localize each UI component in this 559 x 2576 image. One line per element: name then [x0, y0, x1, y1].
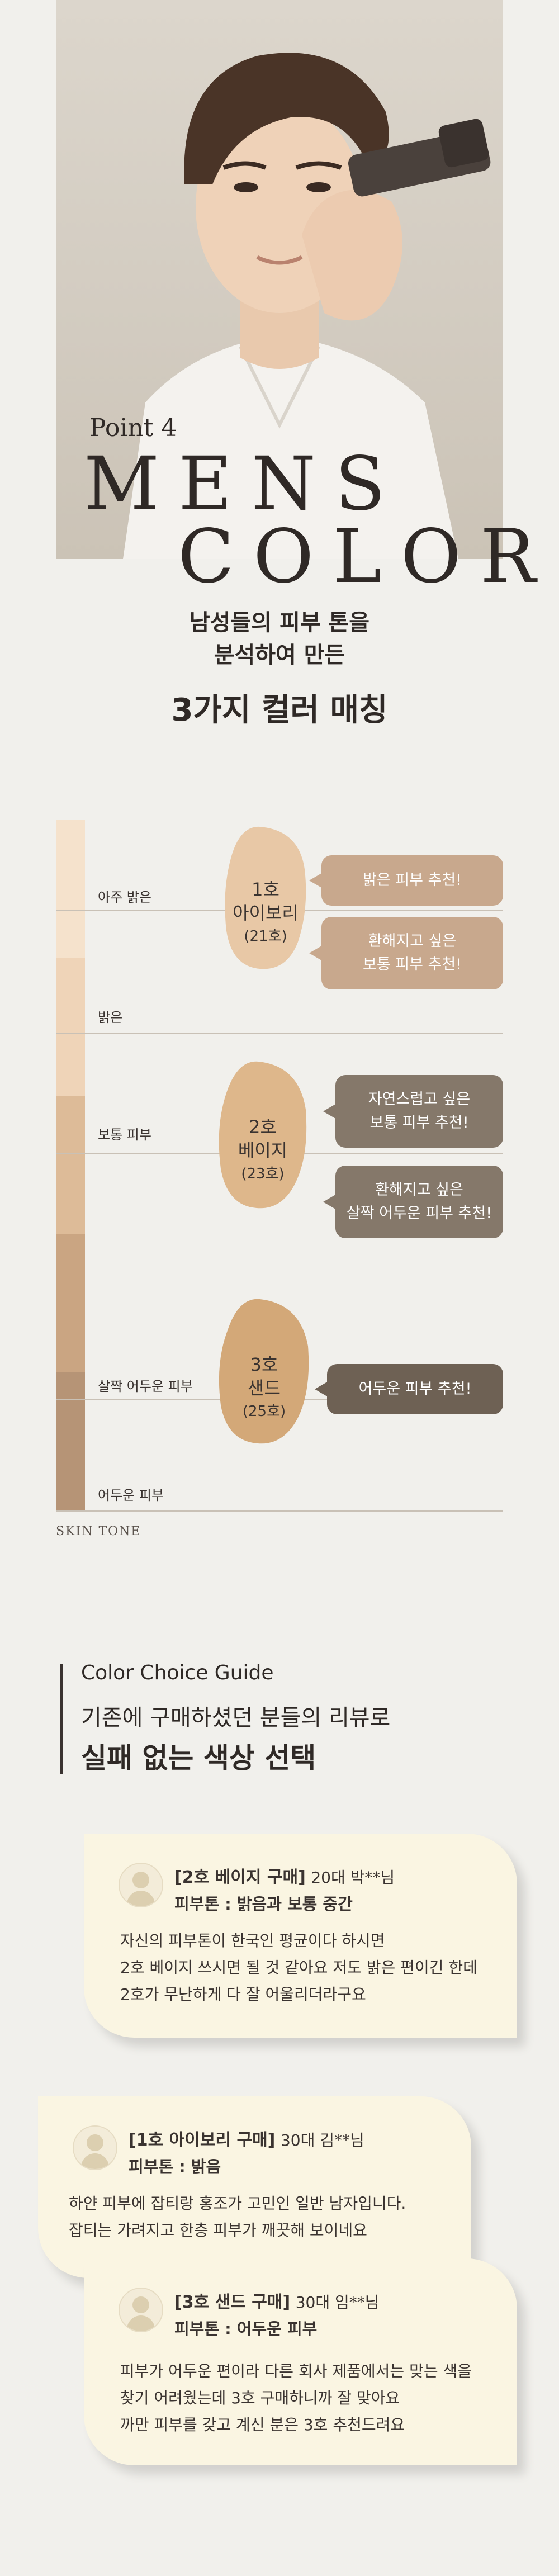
divider: [56, 1510, 503, 1512]
hero-subtitle: 남성들의 피부 톤을 분석하여 만든: [0, 607, 559, 671]
avatar: [119, 1863, 163, 1907]
shade-label-2: 2호 베이지 (23호): [215, 1115, 310, 1186]
review-skin-tone: 피부톤 : 밝음: [129, 2157, 221, 2176]
review-skin-tone: 피부톤 : 밝음과 보통 중간: [174, 1895, 353, 1914]
shade-code: (25호): [242, 1403, 286, 1420]
review-header: [1호 아이보리 구매] 30대 김**님: [129, 2126, 364, 2151]
avatar: [73, 2125, 117, 2170]
shade-name: 아이보리: [233, 902, 299, 924]
shade-label-1: 1호 아이보리 (21호): [221, 878, 310, 948]
review-header: [2호 베이지 구매] 20대 박**님: [174, 1863, 395, 1888]
review-author: 20대 박**님: [311, 1868, 395, 1887]
model-photo: [56, 0, 503, 559]
shade-code: (21호): [244, 928, 287, 945]
review-text-line: 잡티는 가려지고 한층 피부가 깨끗해 보이네요: [69, 2221, 367, 2239]
hero-headline: 3가지 컬러 매칭: [171, 692, 388, 728]
divider: [56, 1033, 503, 1034]
review-text-line: 찾기 어려웠는데 3호 구매하니까 잘 맞아요: [120, 2389, 400, 2407]
review-card: [1호 아이보리 구매] 30대 김**님 피부톤 : 밝음 하얀 피부에 잡티…: [38, 2096, 471, 2278]
skin-tone-scale: [56, 820, 85, 1510]
review-product: [3호 샌드 구매]: [174, 2293, 291, 2312]
subtitle-line: 분석하여 만든: [214, 642, 345, 668]
tone-label: 보통 피부: [98, 1127, 151, 1143]
tone-segment: [56, 958, 85, 1096]
recommendation-bubble: 어두운 피부 추천!: [315, 1364, 503, 1414]
review-product: [2호 베이지 구매]: [174, 1868, 306, 1887]
recommendation-text: 어두운 피부 추천!: [358, 1380, 472, 1398]
hero-title-line1: MENS: [84, 441, 405, 527]
shade-swatch-1: [225, 826, 306, 969]
subtitle-line: 남성들의 피부 톤을: [189, 610, 370, 636]
recommendation-bubble: 환해지고 싶은 살짝 어두운 피부 추천!: [323, 1166, 503, 1238]
skin-tone-caption: SKIN TONE: [56, 1524, 141, 1538]
shade-number: 2호: [249, 1116, 277, 1138]
tone-label: 살짝 어두운 피부: [98, 1379, 193, 1394]
shade-swatch-2: [219, 1061, 307, 1209]
shade-number: 3호: [250, 1354, 278, 1375]
review-skin-tone: 피부톤 : 어두운 피부: [174, 2319, 318, 2338]
review-text-line: 2호가 무난하게 다 잘 어울리더라구요: [120, 1985, 366, 2004]
guide-headline: 실패 없는 색상 선택: [81, 1742, 316, 1774]
recommendation-bubble: 자연스럽고 싶은 보통 피부 추천!: [323, 1075, 503, 1148]
tone-label: 아주 밝은: [98, 889, 151, 905]
shade-swatch-3: [219, 1299, 309, 1444]
guide-subtitle: 기존에 구매하셨던 분들의 리뷰로: [81, 1705, 391, 1731]
avatar: [119, 2288, 163, 2332]
recommendation-text: 환해지고 싶은 살짝 어두운 피부 추천!: [346, 1181, 492, 1222]
hero-title-line2: COLOR: [178, 514, 555, 600]
review-card: [3호 샌드 구매] 30대 임**님 피부톤 : 어두운 피부 피부가 어두운…: [84, 2258, 517, 2465]
guide-title: Color Choice Guide: [81, 1661, 274, 1684]
point-label: Point 4: [89, 414, 177, 442]
review-card: [2호 베이지 구매] 20대 박**님 피부톤 : 밝음과 보통 중간 자신의…: [84, 1834, 517, 2038]
review-text-line: 하얀 피부에 잡티랑 홍조가 고민인 일반 남자입니다.: [69, 2194, 406, 2213]
review-author: 30대 임**님: [295, 2293, 380, 2312]
shade-name: 샌드: [248, 1377, 281, 1399]
review-header: [3호 샌드 구매] 30대 임**님: [174, 2288, 380, 2313]
tone-segment: [56, 820, 85, 958]
tone-segment: [56, 1234, 85, 1372]
tone-segment: [56, 1372, 85, 1510]
tone-label: 어두운 피부: [98, 1488, 164, 1503]
recommendation-bubble: 밝은 피부 추천!: [309, 855, 503, 906]
recommendation-text: 자연스럽고 싶은 보통 피부 추천!: [368, 1091, 471, 1131]
guide-accent-rule: [60, 1664, 63, 1774]
review-text-line: 자신의 피부톤이 한국인 평균이다 하시면: [120, 1931, 385, 1950]
shade-number: 1호: [252, 879, 280, 900]
shade-code: (23호): [241, 1166, 285, 1182]
shade-name: 베이지: [238, 1140, 288, 1161]
recommendation-bubble: 환해지고 싶은 보통 피부 추천!: [309, 917, 503, 989]
tone-segment: [56, 1096, 85, 1234]
review-text-line: 2호 베이지 쓰시면 될 것 같아요 저도 밝은 편이긴 한데: [120, 1958, 477, 1977]
shade-label-3: 3호 샌드 (25호): [215, 1353, 313, 1423]
review-author: 30대 김**님: [280, 2131, 364, 2149]
review-text-line: 까만 피부를 갖고 계신 분은 3호 추천드려요: [120, 2416, 405, 2434]
review-product: [1호 아이보리 구매]: [129, 2130, 276, 2150]
recommendation-text: 밝은 피부 추천!: [362, 872, 462, 889]
recommendation-text: 환해지고 싶은 보통 피부 추천!: [362, 932, 462, 973]
tone-label: 밝은: [98, 1010, 123, 1025]
review-text-line: 피부가 어두운 편이라 다른 회사 제품에서는 맞는 색을: [120, 2362, 472, 2380]
